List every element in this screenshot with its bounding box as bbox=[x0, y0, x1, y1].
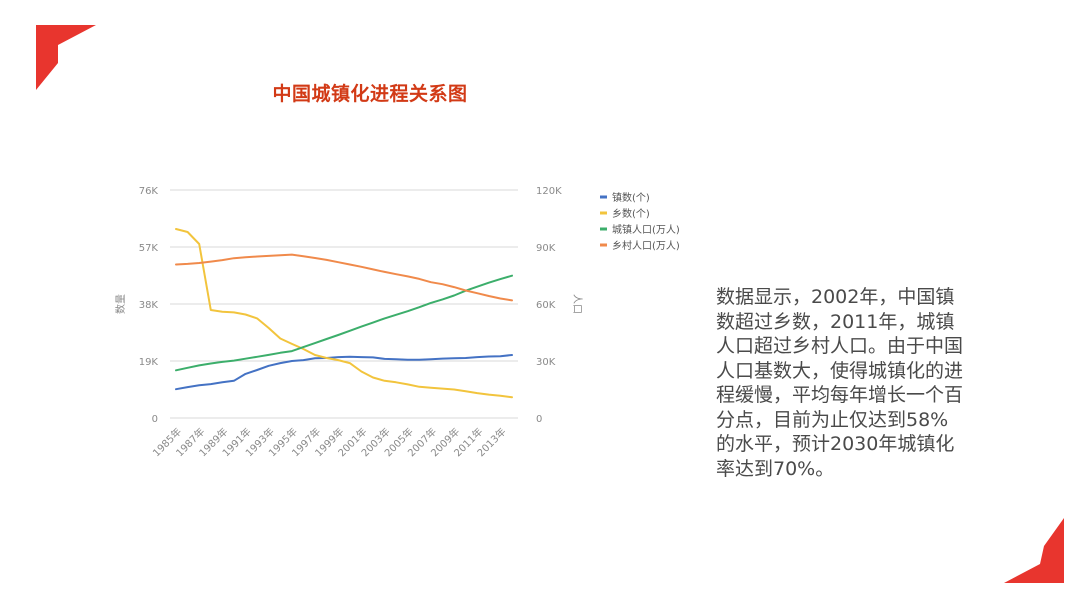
y-left-tick-label: 76K bbox=[139, 186, 159, 197]
corner-decoration-bottom-right bbox=[1004, 518, 1064, 583]
series-line bbox=[175, 253, 513, 302]
y-left-axis-title: 数量 bbox=[114, 294, 127, 314]
y-right-tick-label: 0 bbox=[536, 414, 542, 425]
y-right-tick-label: 60K bbox=[536, 300, 556, 311]
legend-label: 镇数(个) bbox=[612, 191, 650, 204]
description-text: 数据显示，2002年，中国镇数超过乡数，2011年，城镇人口超过乡村人口。由于中… bbox=[716, 286, 964, 480]
y-left-tick-label: 19K bbox=[139, 357, 159, 368]
legend-label: 城镇人口(万人) bbox=[612, 223, 680, 236]
chart-title: 中国城镇化进程关系图 bbox=[272, 83, 468, 105]
corner-decoration-top-left bbox=[36, 25, 96, 90]
line-chart: 0 19K 38K 57K 76K 0 30K 60K 90K 120K 数量 人口 1985年 1987… bbox=[100, 170, 700, 470]
y-left-tick-label: 0 bbox=[152, 414, 158, 425]
y-right-axis-title: 人口 bbox=[571, 294, 583, 314]
y-right-tick-label: 30K bbox=[536, 357, 556, 368]
y-left-tick-label: 57K bbox=[139, 243, 159, 254]
series-line bbox=[175, 354, 513, 391]
y-right-tick-label: 120K bbox=[536, 186, 562, 197]
legend-label: 乡村人口(万人) bbox=[612, 239, 680, 252]
y-right-tick-label: 90K bbox=[536, 243, 556, 254]
legend-label: 乡数(个) bbox=[612, 207, 650, 220]
series-line bbox=[175, 228, 513, 399]
y-left-tick-label: 38K bbox=[139, 300, 159, 311]
series-line bbox=[175, 274, 513, 372]
